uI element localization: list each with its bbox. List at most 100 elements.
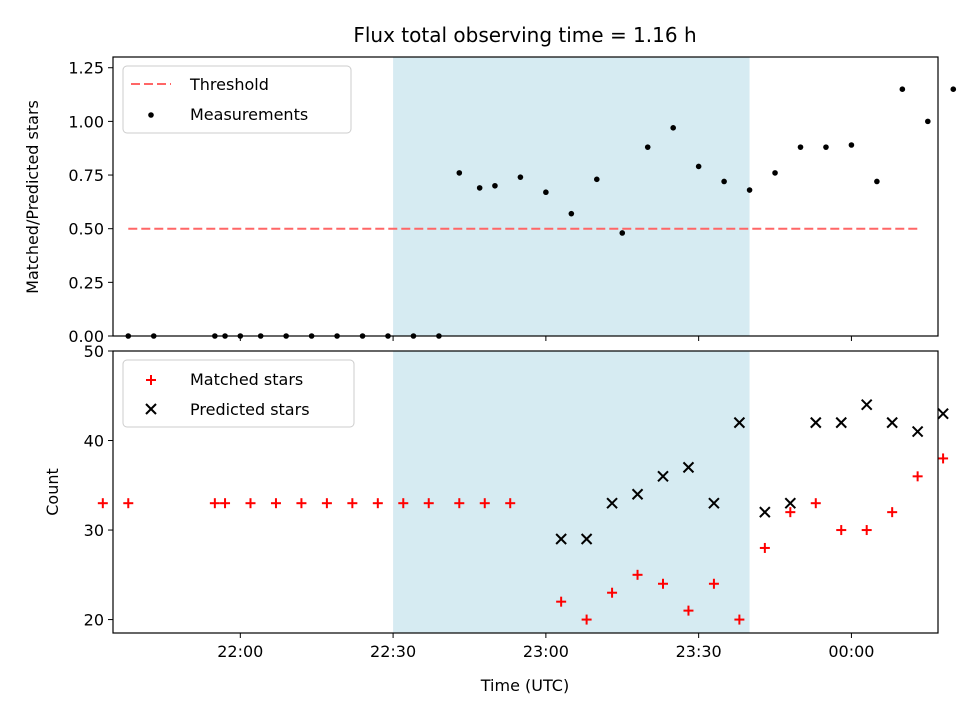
legend-measurements-label: Measurements	[190, 105, 308, 124]
bottom-panel: 20 30 40 50 22:00 22:30 23:00 23:30 00:00 Count…	[43, 342, 949, 695]
matched-star-point	[347, 498, 358, 509]
bottom-y-tick-label: 50	[84, 342, 104, 361]
x-tick-label: 23:30	[676, 642, 722, 661]
predicted-star-point	[886, 416, 898, 429]
matched-star-point	[556, 596, 567, 607]
matched-star-point	[220, 498, 231, 509]
top-y-tick-label: 1.00	[68, 112, 104, 131]
predicted-star-point	[580, 533, 593, 545]
predicted-star-point	[810, 416, 822, 429]
bottom-legend-box	[122, 359, 355, 428]
x-tick-label: 23:00	[523, 642, 569, 661]
bottom-x-axis: 22:00 22:30 23:00 23:30 00:00	[217, 633, 874, 661]
predicted-star-point	[733, 416, 746, 429]
top-y-axis: 0.00 0.25 0.50 0.75 1.00 1.25	[68, 59, 113, 346]
measurement-point	[695, 163, 702, 170]
matched-star-point	[912, 471, 923, 482]
matched-star-point	[887, 507, 898, 518]
measurement-point	[644, 144, 651, 150]
measurement-point	[874, 178, 880, 185]
matched-star-point	[581, 614, 592, 625]
matched-star-point	[836, 525, 847, 536]
x-tick-label: 22:00	[217, 642, 263, 661]
matched-star-point	[454, 498, 465, 509]
measurement-point	[543, 189, 549, 196]
top-y-tick-label: 0.00	[68, 327, 104, 346]
predicted-star-point	[835, 416, 847, 429]
matched-star-point	[321, 498, 332, 509]
top-y-tick-label: 0.50	[68, 220, 104, 239]
matched-star-point	[123, 498, 134, 509]
matched-star-point	[607, 587, 618, 598]
top-legend: Threshold Measurements	[122, 65, 352, 134]
matched-star-point	[938, 453, 949, 464]
top-y-tick-label: 0.25	[68, 273, 104, 292]
measurement-point	[848, 142, 855, 148]
measurement-point	[925, 118, 931, 125]
measurement-point	[823, 144, 829, 150]
matched-stars-series	[97, 453, 949, 625]
legend-predicted-swatch	[145, 403, 157, 415]
measurement-point	[492, 182, 498, 189]
measurement-point	[593, 176, 600, 183]
matched-star-point	[734, 614, 745, 625]
top-shaded-span	[393, 57, 750, 336]
measurement-point	[619, 230, 626, 236]
bottom-y-tick-label: 20	[84, 611, 104, 630]
matched-star-point	[372, 498, 383, 509]
measurement-point	[568, 210, 575, 217]
bottom-legend: Matched stars Predicted stars	[122, 359, 355, 428]
top-plot-frame	[112, 56, 939, 337]
matched-star-point	[270, 498, 281, 509]
legend-matched-label: Matched stars	[190, 370, 303, 389]
top-legend-box	[122, 65, 352, 134]
matched-star-point	[296, 498, 307, 509]
measurement-point	[721, 178, 727, 185]
bottom-y-tick-label: 40	[84, 432, 104, 451]
bottom-y-tick-label: 30	[84, 521, 104, 540]
predicted-star-point	[937, 407, 949, 420]
measurement-point	[950, 86, 957, 92]
measurement-point	[517, 174, 524, 180]
predicted-star-point	[555, 533, 567, 545]
top-y-axis-label: Matched/Predicted stars	[23, 100, 42, 294]
matched-star-point	[245, 498, 256, 509]
legend-threshold-label: Threshold	[189, 75, 269, 94]
x-tick-label: 00:00	[828, 642, 874, 661]
matched-star-point	[632, 569, 643, 580]
bottom-y-axis: 20 30 40 50	[84, 342, 113, 630]
predicted-star-point	[860, 399, 873, 411]
measurement-point	[797, 144, 804, 150]
predicted-star-point	[784, 497, 797, 509]
predicted-star-point	[708, 497, 720, 509]
matched-star-point	[708, 578, 719, 589]
matched-star-point	[423, 498, 434, 509]
predicted-star-point	[606, 497, 618, 509]
top-y-tick-label: 0.75	[68, 166, 104, 185]
top-y-tick-label: 1.25	[68, 59, 104, 78]
matched-star-point	[479, 498, 490, 509]
chart-title: Flux total observing time = 1.16 h	[353, 23, 696, 47]
matched-star-point	[785, 507, 796, 518]
matched-star-point	[97, 498, 108, 509]
x-axis-label: Time (UTC)	[480, 676, 569, 695]
top-panel: Flux total observing time = 1.16 h 0.000…	[23, 23, 957, 346]
measurement-point	[772, 170, 778, 176]
predicted-star-point	[631, 488, 644, 500]
matched-star-point	[398, 498, 409, 509]
predicted-star-point	[657, 470, 669, 483]
predicted-stars-series	[555, 399, 949, 545]
measurement-point	[670, 125, 676, 131]
matched-star-point	[759, 542, 770, 553]
bottom-shaded-span	[393, 351, 750, 633]
matched-star-point	[861, 525, 872, 536]
bottom-y-axis-label: Count	[43, 468, 62, 516]
matched-star-point	[683, 605, 694, 616]
measurement-point	[746, 187, 753, 193]
matched-star-point	[209, 498, 220, 509]
legend-matched-swatch	[146, 375, 156, 385]
matched-star-point	[505, 498, 516, 509]
predicted-star-point	[759, 506, 771, 518]
legend-measurements-swatch	[148, 112, 154, 118]
